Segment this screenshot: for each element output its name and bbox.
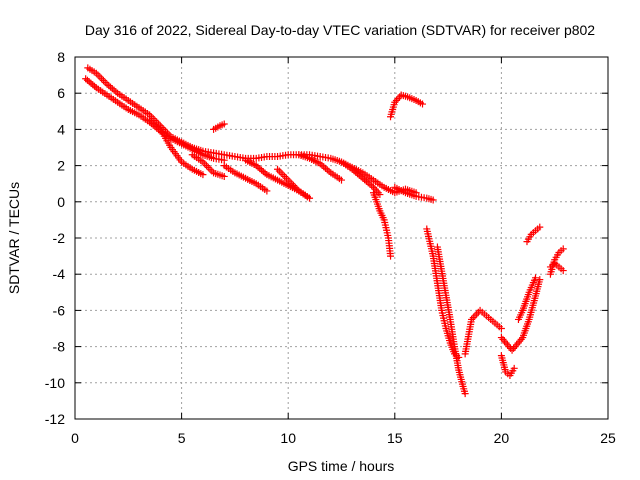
data-point	[306, 194, 314, 202]
series-arc-6	[220, 162, 271, 195]
data-series	[82, 64, 567, 398]
series-arc-8	[274, 165, 314, 202]
series-arc-22	[546, 259, 567, 275]
y-tick-label: -4	[53, 266, 66, 282]
series-arc-12	[387, 91, 427, 121]
data-point	[559, 267, 567, 275]
data-point	[536, 223, 544, 231]
series-arc-17	[497, 352, 518, 380]
chart-title: Day 316 of 2022, Sidereal Day-to-day VTE…	[85, 22, 595, 38]
y-tick-label: -2	[53, 230, 66, 246]
series-arc-15	[433, 243, 469, 398]
data-point	[429, 196, 437, 204]
x-tick-label: 5	[178, 430, 186, 446]
data-point	[387, 252, 395, 260]
series-arc-20	[523, 223, 544, 246]
y-tick-label: 6	[57, 85, 65, 101]
series-arc-19	[514, 274, 540, 323]
y-tick-label: -6	[53, 302, 66, 318]
data-point	[536, 276, 544, 284]
series-arc-4	[188, 151, 228, 180]
data-point	[461, 390, 469, 398]
y-axis-label: SDTVAR / TECUs	[6, 182, 22, 294]
data-point	[220, 172, 228, 180]
series-arc-16	[461, 306, 505, 358]
axis-ticks: 0 5 10 15 20 25 -12 -10 -8 -6 -4 -2 0 2 4 6 8	[45, 49, 616, 446]
y-tick-label: 4	[57, 121, 65, 137]
series-arc-11	[369, 189, 395, 260]
data-point	[497, 325, 505, 332]
series-arc-5	[210, 120, 228, 133]
x-tick-label: 25	[600, 430, 616, 446]
series-arc-13	[391, 183, 437, 204]
series-arc-3	[146, 116, 207, 179]
data-point	[199, 171, 207, 179]
data-point	[559, 245, 567, 253]
x-tick-label: 15	[387, 430, 403, 446]
x-tick-label: 0	[71, 430, 79, 446]
series-arc-10	[338, 158, 384, 199]
y-tick-label: 8	[57, 49, 65, 65]
x-axis-label: GPS time / hours	[288, 458, 395, 474]
y-tick-label: -8	[53, 339, 66, 355]
data-point	[220, 120, 228, 128]
x-tick-label: 20	[494, 430, 510, 446]
series-arc-9	[295, 151, 345, 184]
x-tick-label: 10	[280, 430, 296, 446]
grid	[75, 57, 608, 419]
y-tick-label: 0	[57, 194, 65, 210]
data-point	[263, 187, 271, 195]
data-point	[510, 364, 518, 372]
series-arc-18	[497, 276, 544, 354]
data-point	[419, 100, 427, 108]
data-point	[338, 176, 345, 184]
data-point	[532, 274, 540, 282]
y-tick-label: -10	[45, 375, 65, 391]
y-tick-label: 2	[57, 158, 65, 174]
series-arc-2	[84, 64, 420, 197]
y-tick-label: -12	[45, 411, 65, 427]
